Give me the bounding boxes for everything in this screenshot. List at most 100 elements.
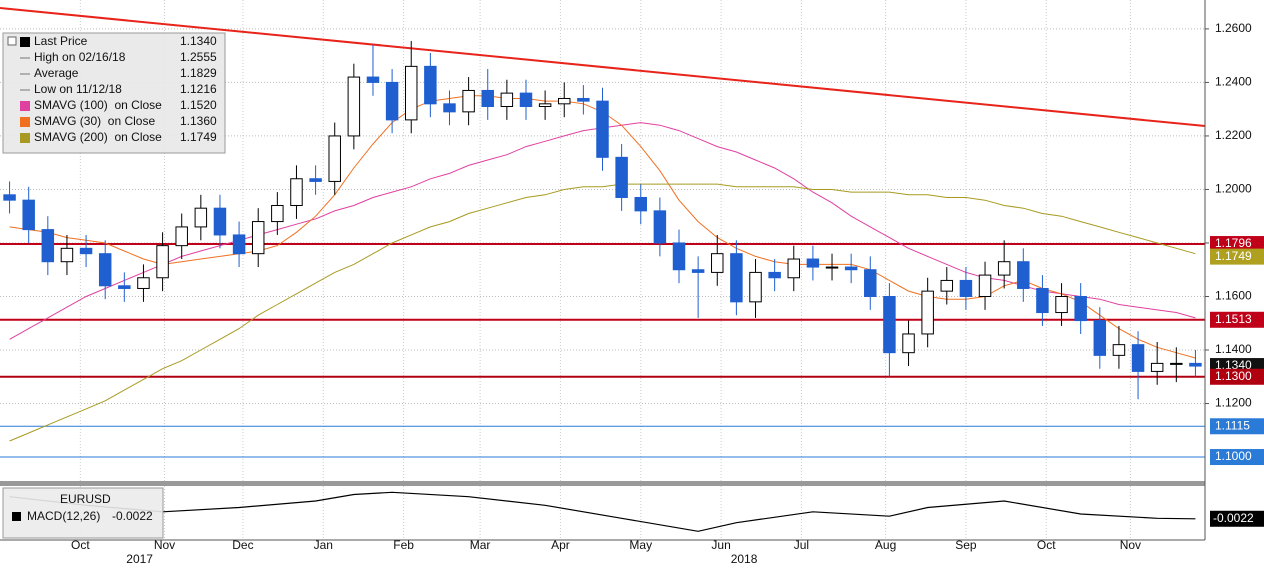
legend-name: SMAVG (30) on Close [34,114,155,128]
legend-value: 1.2555 [180,50,217,64]
legend-name: Average [34,66,79,80]
candle-body [1112,344,1126,356]
y-tick-label: 1.2400 [1215,75,1252,89]
level-label: 1.1115 [1215,418,1250,432]
panel-divider [0,481,1205,486]
legend: Last Price 1.1340 High on 02/16/18 1.2555 Av… [2,32,226,154]
level-label: 1.1749 [1215,249,1252,263]
candle-body [1036,287,1049,314]
legend-swatch [20,133,30,143]
candle-body [22,199,35,231]
grid [0,0,1205,540]
macd-line [9,491,1196,532]
candle-body [749,271,762,303]
candle-body [443,103,456,113]
candle-body [538,103,552,108]
y-tick-label: 1.1600 [1215,289,1252,303]
candle-body [806,258,820,268]
candle-body [3,194,16,201]
macd-legend-box [2,487,164,539]
x-tick-label: Apr [551,538,570,552]
candle-body [79,247,93,255]
candle-body [328,135,341,182]
level-label-box [1210,311,1264,328]
y-tick-label: 1.1200 [1215,396,1252,410]
candle-body [940,279,954,292]
legend-value: 1.1749 [180,130,217,144]
x-tick-label: Mar [470,538,491,552]
x-tick-label: Sep [955,538,977,552]
marks [0,7,1206,532]
candle-body [519,92,533,108]
candle-body [1074,295,1087,322]
level-label: 1.1796 [1215,236,1252,250]
candle-body [691,269,705,273]
legend-box [2,32,226,154]
level-label-box [1210,236,1264,253]
x-tick-label: Jul [794,538,809,552]
y-tick-label: 1.2000 [1215,182,1252,196]
candle-body [118,285,131,289]
macd-legend-value: -0.0022 [112,509,153,523]
candle-body [1093,320,1107,356]
macd-title: EURUSD [60,492,111,506]
candle-body [1131,344,1145,372]
candle-body [577,97,590,102]
year-label: 2017 [126,552,153,566]
candle-body [424,65,437,105]
candle-body [156,245,169,279]
candle-body [98,253,112,287]
y-tick-label: 1.2200 [1215,128,1252,142]
candle-body [271,205,284,223]
candle-body [500,92,514,108]
legend-swatch [20,101,30,111]
axis: 1.26001.24001.22001.20001.18001.16001.14… [71,21,1264,566]
candle-body [1170,362,1183,365]
legend-value: 1.1829 [180,66,217,80]
macd-legend: EURUSD MACD(12,26) -0.0022 [2,487,164,539]
x-tick-label: Jun [711,538,730,552]
macd-swatch [12,512,21,521]
legend-value: 1.1216 [180,82,217,96]
level-label-box [1210,418,1264,435]
candle-body [921,290,934,335]
candle-body [883,295,896,354]
x-tick-label: Jan [314,538,333,552]
x-tick-label: Oct [71,538,90,552]
moving-average [9,183,1196,442]
x-tick-label: Dec [232,538,253,552]
legend-swatch [20,37,30,47]
level-label-box [1210,248,1264,265]
legend-name: SMAVG (200) on Close [34,130,162,144]
candle-body [787,258,801,279]
legend-name: Last Price [34,34,88,48]
candle-body [615,156,628,198]
candle-body [404,65,418,121]
candle-body [864,269,877,297]
candle-body [213,207,227,236]
level-label: 1.1340 [1215,358,1252,372]
candle-body [825,266,839,269]
candle-body [558,97,571,105]
candle-body [347,76,361,137]
y-tick-label: 1.2600 [1215,21,1252,35]
x-tick-label: Feb [393,538,414,552]
x-tick-label: Nov [1120,538,1141,552]
candle-body [844,266,858,271]
x-tick-label: May [629,538,652,552]
candle-body [60,247,74,263]
candle-body [672,242,686,271]
candle-body [290,178,303,207]
candle-body [634,196,647,212]
legend-value: 1.1520 [180,98,217,112]
level-label: 1.1513 [1215,312,1252,326]
candle-body [137,277,150,289]
candle-body [768,271,781,279]
candle-body [462,89,475,113]
level-label: 1.1300 [1215,369,1252,383]
legend-collapse [7,36,17,46]
x-tick-label: Oct [1037,538,1056,552]
level-label-box [1210,449,1264,466]
